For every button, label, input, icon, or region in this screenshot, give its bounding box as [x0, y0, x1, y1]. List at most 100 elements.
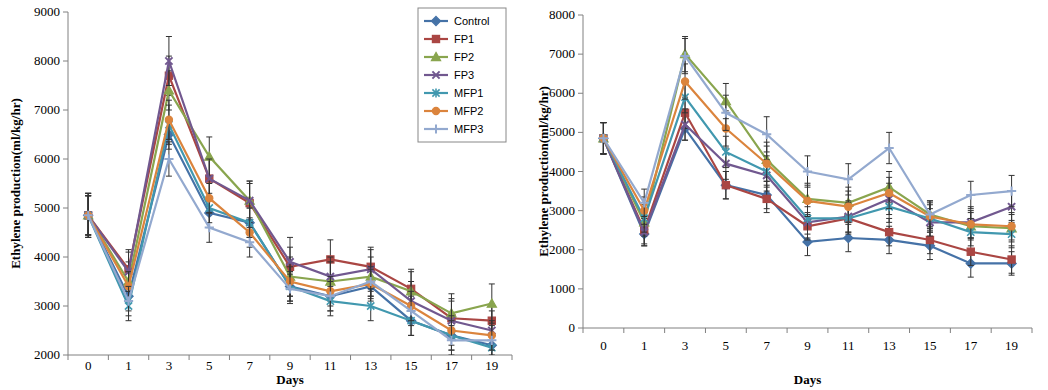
legend-marker — [431, 124, 440, 133]
y-tick-label: 7000 — [34, 102, 60, 117]
y-tick-label: 4000 — [549, 164, 575, 179]
x-tick-label: 0 — [600, 338, 607, 353]
x-tick-label: 17 — [964, 338, 978, 353]
x-tick — [390, 355, 391, 360]
series-line — [603, 54, 1011, 228]
x-tick-label: 19 — [1005, 338, 1018, 353]
legend-label: FP3 — [454, 69, 474, 81]
marker — [845, 203, 852, 210]
marker — [1008, 256, 1015, 263]
y-axis-title: Ethylene production(ml/kg/hr) — [8, 98, 23, 269]
marker — [640, 198, 649, 207]
legend-marker — [431, 52, 440, 60]
marker — [762, 130, 771, 139]
marker — [487, 299, 496, 307]
legend: ControlFP1FP2FP3MFP1MFP2MFP3 — [418, 8, 506, 142]
x-tick — [1032, 328, 1033, 333]
marker — [886, 229, 893, 236]
marker — [406, 306, 415, 315]
marker — [84, 211, 93, 220]
marker — [165, 116, 172, 123]
y-tick-label: 5000 — [34, 200, 60, 215]
y-tick-label: 8000 — [34, 53, 60, 68]
y-tick — [63, 61, 68, 62]
marker — [885, 143, 894, 152]
x-tick-label: 11 — [842, 338, 855, 353]
y-tick — [63, 12, 68, 13]
marker — [886, 189, 893, 196]
x-tick-label: 11 — [324, 358, 337, 373]
legend-marker — [432, 71, 439, 78]
marker — [165, 57, 172, 64]
marker — [763, 195, 770, 202]
marker — [925, 210, 934, 219]
y-tick — [63, 355, 68, 356]
y-tick-label: 9000 — [34, 4, 60, 19]
x-tick-label: 5 — [723, 338, 730, 353]
legend-marker — [431, 16, 440, 25]
x-tick — [269, 355, 270, 360]
error-bar — [805, 185, 811, 216]
x-tick-label: 7 — [763, 338, 770, 353]
legend-label: MFP3 — [454, 123, 483, 135]
x-tick — [664, 328, 665, 333]
y-tick — [63, 208, 68, 209]
marker — [206, 195, 213, 202]
marker — [326, 292, 335, 301]
error-bar — [166, 37, 172, 86]
x-tick — [583, 328, 584, 333]
plot-area — [599, 37, 1016, 278]
marker — [721, 181, 730, 190]
marker — [85, 212, 92, 219]
x-tick — [148, 355, 149, 360]
x-tick-label: 15 — [405, 358, 418, 373]
x-tick — [310, 355, 311, 360]
x-tick — [350, 355, 351, 360]
y-axis — [68, 12, 69, 355]
series-line — [88, 159, 492, 340]
x-tick-label: 3 — [166, 358, 173, 373]
marker — [84, 211, 93, 219]
marker — [164, 86, 173, 94]
x-tick — [991, 328, 992, 333]
marker — [680, 51, 689, 60]
x-tick — [431, 355, 432, 360]
legend-label: MFP1 — [454, 87, 483, 99]
y-tick — [63, 257, 68, 258]
x-tick — [471, 355, 472, 360]
y-tick — [578, 15, 583, 16]
marker — [804, 197, 811, 204]
x-tick — [512, 355, 513, 360]
y-tick-label: 2000 — [549, 242, 575, 257]
marker — [164, 154, 173, 163]
x-tick-label: 3 — [682, 338, 689, 353]
marker — [966, 190, 975, 199]
legend-box — [418, 8, 506, 142]
marker — [85, 212, 92, 219]
y-tick-label: 3000 — [549, 203, 575, 218]
marker — [487, 336, 496, 345]
marker — [599, 134, 608, 143]
marker — [967, 248, 974, 255]
marker — [286, 258, 293, 265]
y-tick — [578, 210, 583, 211]
y-tick-label: 6000 — [549, 85, 575, 100]
x-tick — [68, 355, 69, 360]
marker — [245, 238, 254, 247]
marker — [844, 175, 853, 184]
x-tick — [909, 328, 910, 333]
x-axis-title: Days — [794, 372, 821, 387]
x-tick-label: 7 — [246, 358, 253, 373]
marker — [84, 211, 93, 220]
x-tick — [827, 328, 828, 333]
y-tick-label: 6000 — [34, 151, 60, 166]
error-bar — [845, 191, 851, 222]
x-axis-title: Days — [276, 372, 303, 387]
y-tick-label: 3000 — [34, 298, 60, 313]
series-line — [603, 125, 1011, 233]
y-tick — [578, 93, 583, 94]
x-tick — [623, 328, 624, 333]
legend-marker — [432, 35, 439, 42]
legend-label: Control — [454, 15, 489, 27]
x-tick — [229, 355, 230, 360]
